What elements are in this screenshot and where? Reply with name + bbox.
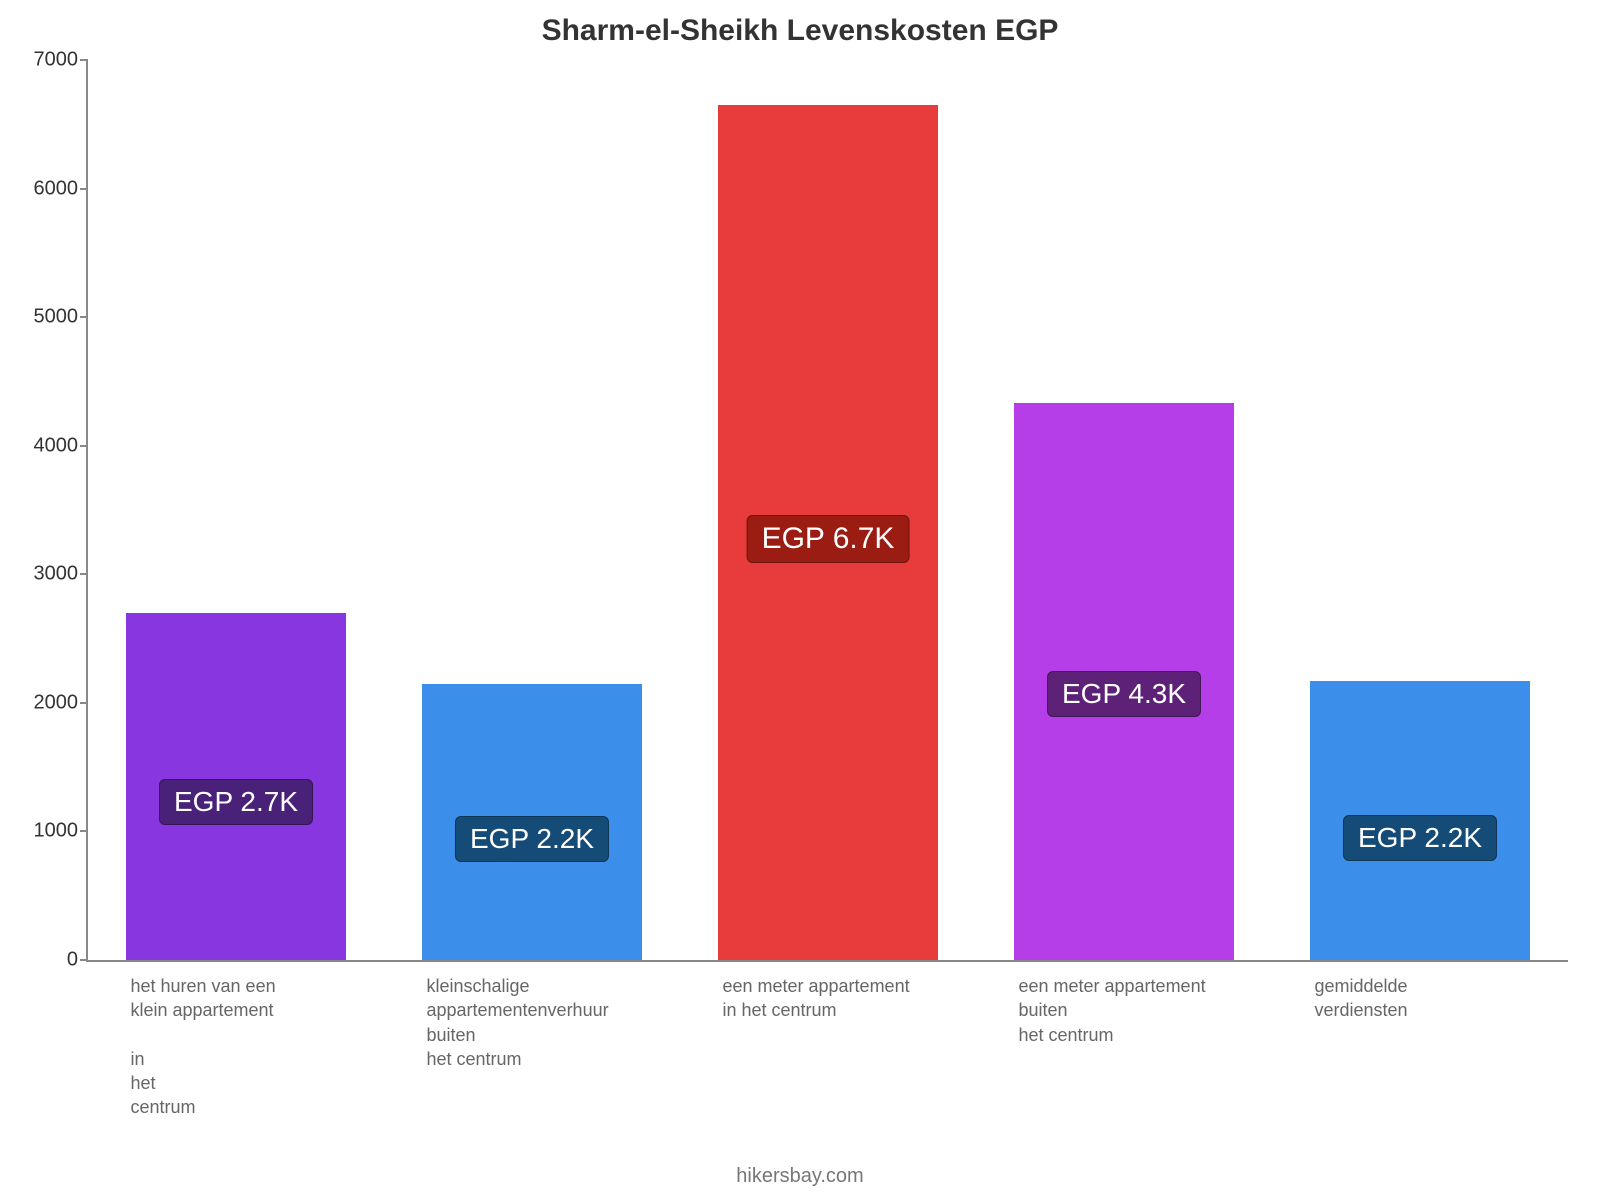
y-tick-label: 0: [67, 949, 88, 972]
chart-attribution: hikersbay.com: [0, 1165, 1600, 1188]
y-tick-label: 5000: [34, 306, 89, 329]
y-tick-label: 1000: [34, 820, 89, 843]
y-tick-label: 6000: [34, 177, 89, 200]
y-tick-label: 2000: [34, 691, 89, 714]
x-category-label: een meter appartementbuitenhet centrum: [1018, 974, 1277, 1047]
bar-value-label: EGP 2.2K: [455, 816, 609, 862]
y-tick-label: 7000: [34, 49, 89, 72]
x-category-label: gemiddeldeverdiensten: [1314, 974, 1573, 1023]
x-category-label: kleinschaligeappartementenverhuurbuitenh…: [426, 974, 685, 1071]
chart-title: Sharm-el-Sheikh Levenskosten EGP: [0, 14, 1600, 48]
x-category-label: een meter appartementin het centrum: [722, 974, 981, 1023]
y-tick-label: 4000: [34, 434, 89, 457]
y-tick-label: 3000: [34, 563, 89, 586]
chart-plot-area: 01000200030004000500060007000EGP 2.7Khet…: [86, 60, 1568, 962]
bar-value-label: EGP 2.7K: [159, 779, 313, 825]
bar-value-label: EGP 6.7K: [747, 515, 910, 563]
bar-value-label: EGP 2.2K: [1343, 815, 1497, 861]
bar-value-label: EGP 4.3K: [1047, 671, 1201, 717]
chart-canvas: Sharm-el-Sheikh Levenskosten EGP 0100020…: [0, 0, 1600, 1200]
x-category-label: het huren van eenklein appartement inhet…: [130, 974, 389, 1120]
